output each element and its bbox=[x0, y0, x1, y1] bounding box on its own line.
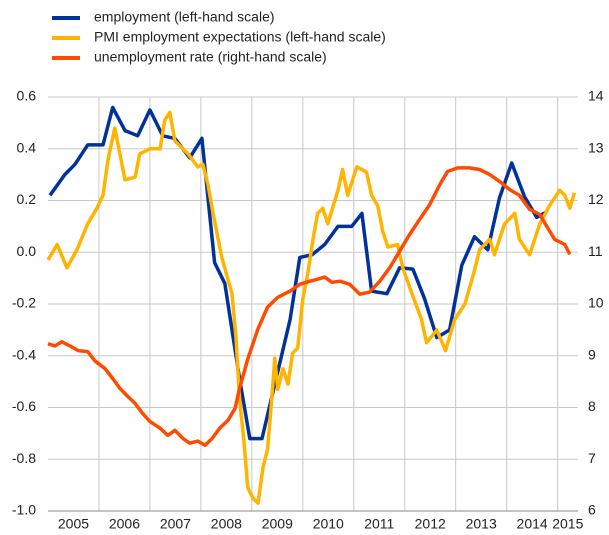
x-tick-label: 2008 bbox=[211, 516, 242, 532]
x-tick-label: 2015 bbox=[552, 516, 583, 532]
series-line bbox=[46, 110, 577, 505]
legend-label: employment (left-hand scale) bbox=[94, 9, 275, 25]
y2-tick-label: 10 bbox=[588, 295, 604, 311]
series-line bbox=[47, 166, 572, 448]
x-tick-label: 2005 bbox=[58, 516, 89, 532]
y2-tick-label: 13 bbox=[588, 139, 604, 155]
x-tick-label: 2011 bbox=[364, 516, 394, 532]
y2-tick-label: 9 bbox=[588, 346, 596, 362]
y2-tick-label: 8 bbox=[588, 398, 596, 414]
x-tick-label: 2007 bbox=[160, 516, 191, 532]
y-tick-label: -0.6 bbox=[12, 398, 36, 414]
y-tick-label: -0.2 bbox=[12, 295, 36, 311]
y2-tick-label: 14 bbox=[588, 88, 604, 104]
y2-tick-label: 12 bbox=[588, 191, 604, 207]
x-tick-label: 2012 bbox=[415, 516, 446, 532]
series-line bbox=[48, 105, 548, 441]
legend-label: PMI employment expectations (left-hand s… bbox=[94, 29, 386, 45]
y-tick-label: 0.4 bbox=[17, 139, 37, 155]
x-tick-label: 2014 bbox=[517, 516, 548, 532]
x-tick-label: 2013 bbox=[466, 516, 497, 532]
x-tick-label: 2010 bbox=[313, 516, 344, 532]
y-tick-label: -0.4 bbox=[12, 346, 36, 362]
y2-tick-label: 6 bbox=[588, 502, 596, 518]
y2-tick-label: 7 bbox=[588, 450, 596, 466]
y-tick-label: 0.2 bbox=[17, 191, 37, 207]
y-tick-label: 0.0 bbox=[17, 243, 37, 259]
y-tick-label: -0.8 bbox=[12, 450, 36, 466]
x-tick-label: 2006 bbox=[109, 516, 140, 532]
y2-tick-label: 11 bbox=[588, 243, 603, 259]
y-tick-label: -1.0 bbox=[12, 502, 36, 518]
y-tick-label: 0.6 bbox=[17, 88, 37, 104]
legend-label: unemployment rate (right-hand scale) bbox=[94, 49, 327, 65]
x-tick-label: 2009 bbox=[262, 516, 293, 532]
